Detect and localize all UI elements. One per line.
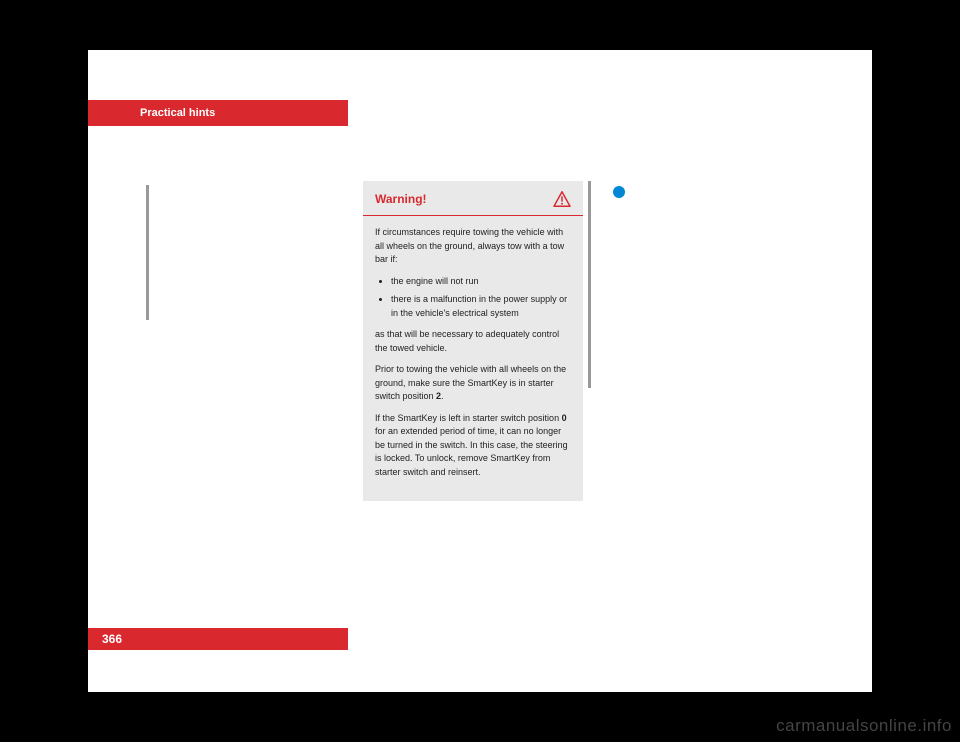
warning-para2: Prior to towing the vehicle with all whe… [375, 363, 571, 404]
manual-page: Practical hints Warning! If circumstance… [88, 50, 872, 692]
warning-body: If circumstances require towing the vehi… [363, 216, 583, 501]
warning-header: Warning! [363, 181, 583, 216]
page-number-tab: 366 [88, 628, 348, 650]
middle-column: Warning! If circumstances require towing… [363, 181, 583, 501]
warning-triangle-icon [553, 191, 571, 207]
warning-intro: If circumstances require towing the vehi… [375, 226, 571, 267]
warning-bullet: there is a malfunction in the power supp… [391, 293, 571, 320]
info-icon [613, 186, 625, 201]
section-title: Practical hints [140, 107, 215, 119]
warning-title: Warning! [375, 192, 427, 206]
warning-box: Warning! If circumstances require towing… [363, 181, 583, 501]
warning-bullet: the engine will not run [391, 275, 571, 289]
middle-column-sidebar-bar [588, 181, 591, 388]
page-number: 366 [102, 632, 122, 646]
warning-post-bullets: as that will be necessary to adequately … [375, 328, 571, 355]
watermark-text: carmanualsonline.info [776, 716, 952, 736]
section-header-tab: Practical hints [88, 100, 348, 126]
warning-bullet-list: the engine will not run there is a malfu… [375, 275, 571, 321]
warning-para3: If the SmartKey is left in starter switc… [375, 412, 571, 480]
left-column-sidebar-bar [146, 185, 149, 320]
